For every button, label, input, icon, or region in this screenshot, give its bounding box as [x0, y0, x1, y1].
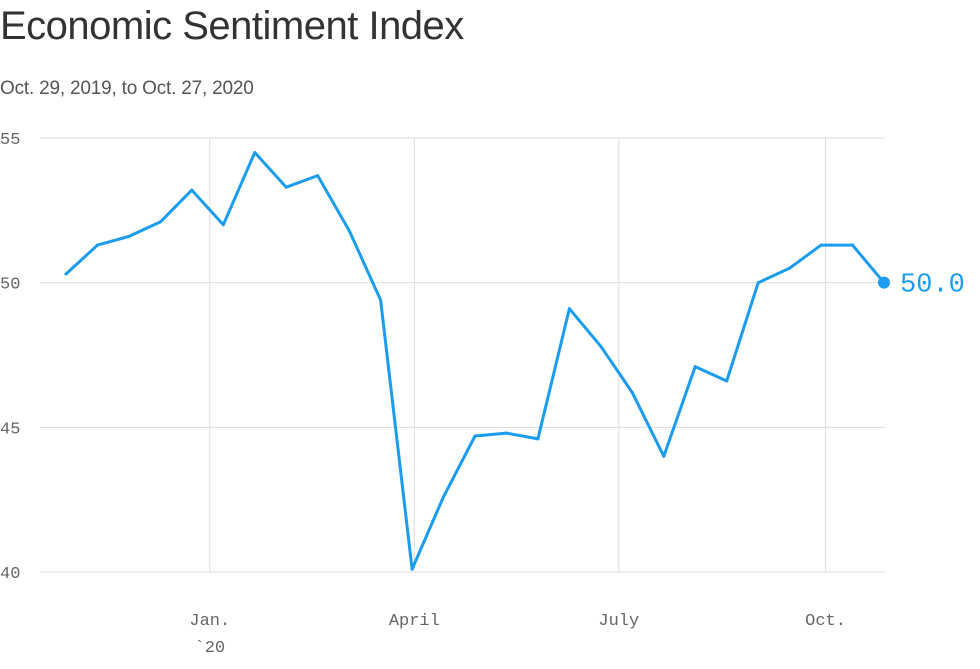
y-axis-ticks: 40 45 50 55: [0, 131, 20, 584]
data-point: [693, 365, 697, 369]
data-point: [662, 454, 666, 458]
y-tick-label: 55: [0, 131, 20, 150]
data-point: [630, 391, 634, 395]
data-point: [316, 174, 320, 178]
chart-title: Economic Sentiment Index: [0, 4, 464, 48]
data-point: [158, 220, 162, 224]
x-gridlines: [209, 138, 827, 572]
data-point: [95, 243, 99, 247]
y-gridlines: [40, 137, 885, 573]
y-tick-label: 50: [0, 276, 20, 295]
data-point: [725, 379, 729, 383]
data-point: [756, 281, 760, 285]
data-point: [504, 431, 508, 435]
data-point: [819, 243, 823, 247]
end-value-label: 50.0: [900, 271, 965, 301]
data-point: [410, 567, 414, 571]
chart-subtitle: Oct. 29, 2019, to Oct. 27, 2020: [0, 78, 254, 99]
series-layer: 50.0: [64, 150, 965, 571]
x-tick-label: Oct.: [805, 612, 846, 631]
data-point: [347, 229, 351, 233]
data-point: [599, 344, 603, 348]
data-point: [379, 298, 383, 302]
data-point: [851, 243, 855, 247]
data-point: [221, 223, 225, 227]
series-line: [64, 151, 886, 571]
x-tick-label: July: [598, 612, 639, 631]
x-axis-ticks: Jan. `20 April July Oct.: [189, 612, 846, 658]
data-point: [788, 266, 792, 270]
end-point-marker: [878, 276, 890, 289]
data-point: [473, 434, 477, 438]
data-point: [442, 495, 446, 499]
x-tick-sublabel: `20: [195, 639, 226, 658]
data-point: [567, 307, 571, 311]
y-tick-label: 40: [0, 565, 20, 584]
y-tick-label: 45: [0, 420, 20, 439]
data-point: [253, 150, 257, 154]
data-point: [536, 437, 540, 441]
x-tick-label: Jan.: [189, 612, 230, 631]
data-point: [127, 234, 131, 238]
x-tick-label: April: [389, 612, 440, 631]
data-point: [190, 188, 194, 192]
data-point: [64, 272, 68, 276]
data-point: [284, 185, 288, 189]
